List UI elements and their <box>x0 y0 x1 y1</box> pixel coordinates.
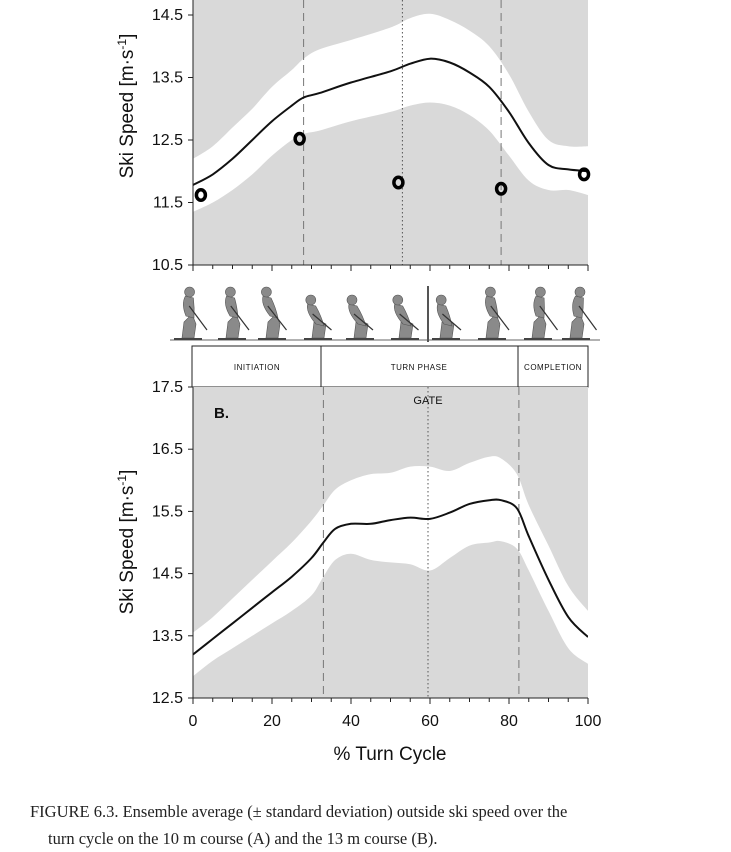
panel-b-x-ticks: 0 20 40 60 80 100 <box>189 698 602 730</box>
chart-panel-b: 17.5 16.5 15.5 14.5 13.5 12.5 0 20 40 60 80 100 B.… <box>115 379 601 765</box>
panel-b-y-axis-title: Ski Speed [m·s-1] <box>115 470 138 615</box>
panel-b-x-tick-label: 0 <box>189 713 198 730</box>
panel-b-x-tick-label: 20 <box>263 713 281 730</box>
panel-a-mean-line <box>193 57 588 186</box>
caption-line-1: FIGURE 6.3. Ensemble average (± standard… <box>30 802 568 821</box>
phase-table-border <box>191 345 589 388</box>
panel-a-y-tick-label: 12.5 <box>152 132 183 149</box>
skier-figure <box>258 286 287 340</box>
panel-a-std-band <box>193 13 588 212</box>
phase-table: INITIATION TURN PHASE COMPLETION <box>191 345 589 388</box>
skier-figure <box>391 294 419 340</box>
panel-a-y-tick-label: 13.5 <box>152 70 183 87</box>
x-axis-title: % Turn Cycle <box>334 744 447 765</box>
panel-b-y-tick-label: 16.5 <box>152 441 183 458</box>
figure: 14.5 13.5 12.5 11.5 10.5 Ski Speed [m·s-1] I… <box>115 0 601 765</box>
skier-figure <box>432 294 462 340</box>
skier-figure <box>218 286 250 340</box>
panel-b-y-tick-label: 17.5 <box>152 379 183 396</box>
skier-figure <box>346 294 374 340</box>
panel-b-y-ticks: 17.5 16.5 15.5 14.5 13.5 12.5 <box>152 379 193 707</box>
panel-b-x-tick-label: 80 <box>500 713 518 730</box>
panel-b-y-tick-label: 14.5 <box>152 566 183 583</box>
panel-a-y-axis-title: Ski Speed [m·s-1] <box>115 34 138 179</box>
panel-b-label: B. <box>214 405 229 422</box>
panel-b-x-tick-label: 100 <box>575 713 602 730</box>
panel-b-y-tick-label: 12.5 <box>152 690 183 707</box>
figure-caption: FIGURE 6.3. Ensemble average (± standard… <box>30 798 720 852</box>
skier-figure <box>524 286 558 340</box>
panel-b-y-tick-label: 13.5 <box>152 628 183 645</box>
panel-a-y-tick-label: 11.5 <box>153 195 183 212</box>
data-marker <box>392 175 405 190</box>
data-marker <box>194 188 208 202</box>
panel-b-std-band <box>193 456 588 677</box>
panel-a-y-tick-label: 14.5 <box>152 7 183 24</box>
caption-line-2: turn cycle on the 10 m course (A) and th… <box>48 829 438 848</box>
phase-completion: COMPLETION <box>524 363 582 372</box>
gate-label: GATE <box>413 395 442 407</box>
data-marker <box>494 181 508 196</box>
skier-figure <box>478 286 510 340</box>
skier-figure <box>562 286 597 340</box>
panel-a-x-ticks <box>192 265 589 271</box>
panel-b-mean-line <box>193 498 588 656</box>
panel-a-y-tick-label: 10.5 <box>152 257 183 274</box>
phase-initiation: INITIATION <box>234 363 280 372</box>
skier-figure <box>304 294 332 340</box>
data-marker <box>577 167 591 182</box>
panel-a-markers <box>194 131 591 202</box>
phase-turn: TURN PHASE <box>391 363 448 372</box>
panel-b-y-tick-label: 15.5 <box>152 503 183 520</box>
panel-b-x-tick-label: 40 <box>342 713 360 730</box>
skier-figure <box>174 286 208 340</box>
chart-panel-a: 14.5 13.5 12.5 11.5 10.5 Ski Speed [m·s-1] <box>115 0 591 274</box>
panel-a-y-ticks: 14.5 13.5 12.5 11.5 10.5 <box>152 7 193 274</box>
data-marker <box>293 131 306 146</box>
skier-illustration <box>170 286 600 342</box>
panel-b-x-tick-label: 60 <box>421 713 439 730</box>
